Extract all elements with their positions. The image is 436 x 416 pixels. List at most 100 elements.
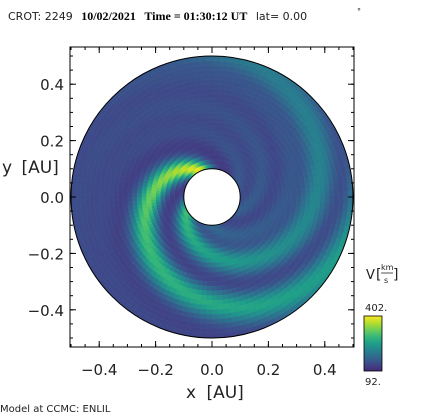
heatmap-cell	[333, 195, 340, 204]
colorbar-title: V	[366, 268, 375, 283]
svg-text:y [AU]: y [AU]	[2, 158, 59, 178]
x-axis-unit: [AU]	[206, 383, 243, 403]
svg-text:x [AU]: x [AU]	[186, 383, 244, 403]
heatmap-cell	[84, 190, 91, 199]
heatmap-cell	[207, 281, 213, 287]
colorbar: V [ km s ] 402. 92.	[363, 263, 398, 388]
heatmap-cell	[329, 195, 335, 204]
heatmap-cell	[211, 112, 217, 118]
heatmap-cell	[305, 196, 311, 203]
heatmap-cell	[286, 196, 293, 202]
heatmap-cell	[108, 191, 114, 198]
heatmap-cell	[207, 271, 213, 278]
heatmap-cell	[94, 190, 100, 198]
heatmap-cell	[103, 191, 109, 198]
colorbar-unit-denominator: s	[384, 276, 388, 285]
heatmap-cell	[315, 196, 321, 203]
y-tick-label: 0.0	[40, 189, 64, 207]
heatmap-cell	[272, 196, 278, 201]
heatmap-cell	[211, 84, 219, 90]
heatmap-cell	[113, 191, 119, 198]
heatmap-cell	[211, 79, 219, 85]
heatmap-cell	[89, 190, 95, 199]
svg-text:CROT: 2249 10/02/2021: CROT: 2249 10/02/2021 Time = 01:30:12 UT…	[8, 9, 307, 23]
heatmap-cell	[249, 196, 255, 200]
heatmap-cell	[122, 192, 128, 198]
heatmap-cell	[80, 189, 86, 199]
heatmap-cell	[206, 300, 213, 306]
heatmap-cell	[343, 195, 349, 205]
velocity-heatmap	[70, 55, 354, 339]
heatmap-cell	[296, 196, 302, 202]
heatmap-cell	[244, 196, 250, 200]
heatmap-cell	[99, 190, 105, 198]
heatmap-cell	[210, 74, 219, 80]
heatmap-cell	[210, 69, 219, 76]
svg-text:]: ]	[393, 267, 398, 283]
heatmap-cell	[291, 196, 297, 202]
x-tick-label: −0.4	[81, 361, 117, 379]
heatmap-cell	[211, 107, 217, 113]
heatmap-cell	[282, 196, 288, 202]
heatmap-cell	[127, 192, 133, 198]
inner-boundary	[183, 168, 241, 226]
colorbar-max-label: 402.	[365, 303, 387, 314]
x-tick-label: 0.4	[313, 361, 337, 379]
heatmap-cell	[268, 196, 274, 201]
heatmap-cell	[205, 314, 214, 320]
time-label: Time = 01:30:12 UT	[144, 9, 247, 23]
heatmap-cell	[211, 93, 218, 99]
heatmap-cell	[205, 318, 214, 325]
x-tick-label: 0.0	[200, 361, 224, 379]
heatmap-cell	[205, 309, 213, 315]
heatmap-cell	[206, 286, 213, 292]
heatmap-cell	[301, 196, 307, 203]
heatmap-cell	[204, 328, 214, 334]
heatmap-cell	[211, 98, 218, 104]
y-tick-label: −0.2	[28, 245, 64, 263]
heatmap-cell	[338, 195, 344, 205]
lat-unit: °	[357, 7, 361, 16]
heatmap-cell	[310, 196, 316, 203]
heatmap-cell	[207, 276, 213, 282]
y-tick-label: 0.2	[40, 133, 64, 151]
svg-text:[: [	[376, 267, 381, 283]
heatmap-cell	[277, 196, 283, 201]
heatmap-cell	[211, 116, 217, 123]
heatmap-cell	[204, 332, 214, 339]
colorbar-gradient	[363, 315, 383, 372]
heatmap-cell	[75, 189, 81, 199]
crot-label: CROT: 2249	[8, 10, 73, 23]
heatmap-cell	[204, 323, 214, 329]
y-axis-label: y	[2, 158, 12, 178]
x-tick-label: 0.2	[256, 361, 280, 379]
y-tick-label: 0.4	[40, 76, 64, 94]
heatmap-cell	[240, 196, 246, 199]
heatmap-cell	[131, 192, 138, 198]
x-axis-label: x	[186, 383, 196, 403]
heatmap-cell	[117, 191, 123, 198]
heatmap-cell	[206, 290, 213, 296]
y-tick-label: −0.4	[28, 302, 64, 320]
heatmap-cell	[211, 102, 218, 108]
heatmap-cell	[210, 60, 220, 66]
heatmap-cell	[258, 196, 264, 200]
heatmap-cell	[211, 88, 218, 94]
date-label: 10/02/2021	[81, 9, 136, 23]
x-tick-label: −0.2	[137, 361, 173, 379]
heatmap-cell	[263, 196, 269, 201]
colorbar-min-label: 92.	[365, 377, 381, 388]
colorbar-unit-numerator: km	[381, 263, 394, 272]
heatmap-cell	[324, 196, 330, 204]
axes: −0.4 −0.2 0.0 0.2 0.4 −0.4 −0.2 0.0 0.2 0.4	[28, 47, 354, 379]
heatmap-cell	[205, 304, 213, 310]
heatmap-cell	[319, 196, 325, 204]
heatmap-cell	[254, 196, 260, 200]
heatmap-cell	[210, 55, 220, 62]
heatmap-cell	[210, 65, 220, 71]
y-axis-unit: [AU]	[21, 158, 58, 178]
model-label: Model at CCMC: ENLIL	[0, 404, 111, 415]
heatmap-cell	[206, 295, 213, 301]
lat-label: lat= 0.00	[256, 10, 307, 23]
